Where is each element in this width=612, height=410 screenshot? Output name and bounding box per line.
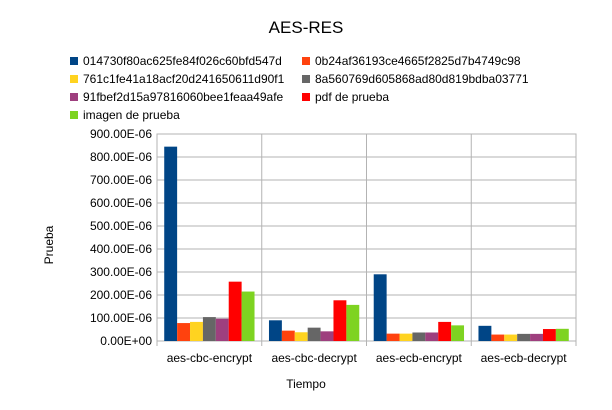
x-tick-label: aes-cbc-decrypt xyxy=(271,351,357,365)
chart-title: AES-RES xyxy=(268,18,344,37)
legend-swatch xyxy=(302,57,310,65)
legend-swatch xyxy=(302,75,310,83)
bar xyxy=(164,146,178,341)
bar xyxy=(215,318,229,341)
legend-entry: 0b24af36193ce4665f2825d7b4749c98 xyxy=(302,52,521,70)
y-tick-label: 400.00E-06 xyxy=(90,242,152,256)
bar xyxy=(268,320,282,341)
legend-entry: 761c1fe41a18acf20d241650611d90f1 xyxy=(70,70,302,88)
y-tick-label: 100.00E-06 xyxy=(90,311,152,325)
bar xyxy=(228,281,242,341)
legend-swatch xyxy=(70,75,78,83)
bar xyxy=(241,291,255,341)
bar xyxy=(333,300,347,341)
bar xyxy=(294,332,308,341)
y-tick-label: 600.00E-06 xyxy=(90,196,152,210)
legend-label: 0b24af36193ce4665f2825d7b4749c98 xyxy=(315,54,521,68)
bar xyxy=(190,321,203,341)
bar xyxy=(399,333,413,341)
legend-label: imagen de prueba xyxy=(83,108,180,122)
y-tick-label: 900.00E-06 xyxy=(90,127,152,141)
y-tick-label: 300.00E-06 xyxy=(90,265,152,279)
bar xyxy=(555,328,569,341)
legend-label: 761c1fe41a18acf20d241650611d90f1 xyxy=(83,72,285,86)
legend-swatch xyxy=(302,93,310,101)
x-tick-label: aes-cbc-encrypt xyxy=(167,351,253,365)
bar xyxy=(412,332,426,341)
legend-swatch xyxy=(70,111,78,119)
bar xyxy=(478,325,492,341)
bar xyxy=(530,333,543,341)
legend-swatch xyxy=(70,93,78,101)
bar xyxy=(307,327,321,341)
bar xyxy=(504,334,518,341)
legend-entry: 91fbef2d15a97816060bee1feaa49afe xyxy=(70,88,302,106)
y-axis-label: Prueba xyxy=(42,225,56,265)
y-tick-label: 500.00E-06 xyxy=(90,219,152,233)
legend-label: 8a560769d605868ad80d819bdba03771 xyxy=(315,72,529,86)
legend-entry: 8a560769d605868ad80d819bdba03771 xyxy=(302,70,529,88)
y-tick-label: 200.00E-06 xyxy=(90,288,152,302)
bar xyxy=(517,333,531,341)
x-tick-label: aes-ecb-encrypt xyxy=(376,351,463,365)
legend-swatch xyxy=(70,57,78,65)
x-tick-label: aes-ecb-decrypt xyxy=(481,351,568,365)
bar xyxy=(177,323,191,341)
y-tick-label: 800.00E-06 xyxy=(90,150,152,164)
legend-label: 014730f80ac625fe84f026c60bfd547d xyxy=(83,54,282,68)
bar xyxy=(491,334,505,341)
bar xyxy=(425,332,439,341)
bar xyxy=(438,321,452,341)
bar xyxy=(542,329,556,341)
chart-legend: 014730f80ac625fe84f026c60bfd547d 0b24af3… xyxy=(70,52,590,124)
legend-entry: 014730f80ac625fe84f026c60bfd547d xyxy=(70,52,302,70)
legend-label: 91fbef2d15a97816060bee1feaa49afe xyxy=(83,90,284,104)
bar xyxy=(320,331,334,341)
y-tick-label: 0.00E+00 xyxy=(100,334,152,348)
bar xyxy=(346,304,360,341)
bar xyxy=(281,330,295,341)
bar xyxy=(386,333,400,341)
x-axis-label: Tiempo xyxy=(286,377,326,391)
y-tick-label: 700.00E-06 xyxy=(90,173,152,187)
bar xyxy=(202,317,216,341)
bar xyxy=(451,325,465,341)
bar xyxy=(373,274,387,341)
legend-label: pdf de prueba xyxy=(315,90,390,104)
legend-entry: pdf de prueba xyxy=(302,88,389,106)
legend-entry: imagen de prueba xyxy=(70,106,302,124)
